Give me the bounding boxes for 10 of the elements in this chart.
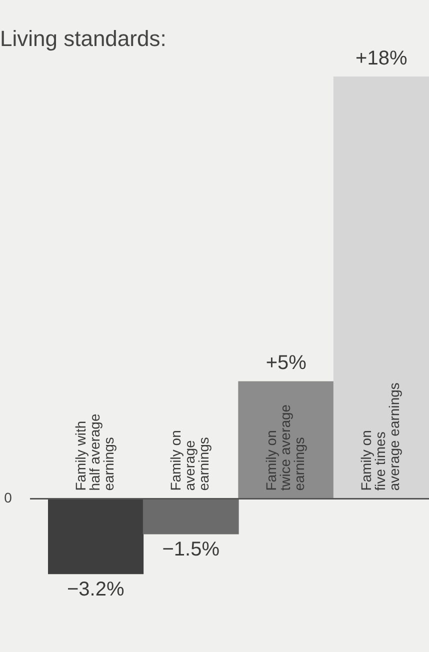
x-tick-label: Family on five times average earnings xyxy=(358,382,402,491)
chart-title: Living standards: xyxy=(0,26,166,52)
text: 0 xyxy=(4,490,12,506)
x-tick-label: Family with half average earnings xyxy=(72,414,116,491)
x-tick-label: Family on average earnings xyxy=(168,430,212,491)
data-label: −3.2% xyxy=(66,578,124,600)
data-label: +18% xyxy=(356,47,408,70)
data-label: −1.5% xyxy=(162,538,220,560)
x-tick-label: Family on twice average earnings xyxy=(262,404,307,491)
data-label: +5% xyxy=(266,352,307,374)
